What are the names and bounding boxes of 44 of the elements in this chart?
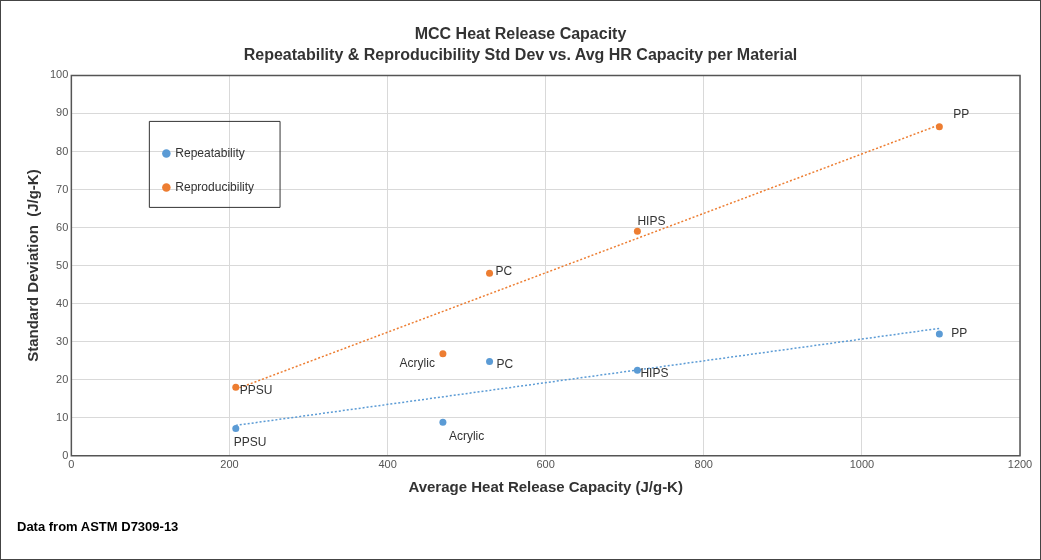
annotation: PC [496, 356, 514, 371]
point [232, 424, 240, 432]
x-tick-label: 400 [378, 458, 397, 471]
annotation: PP [951, 326, 968, 341]
y-tick-label: 10 [56, 410, 69, 423]
annotation: PC [495, 263, 513, 278]
y-tick-label: 70 [56, 182, 69, 195]
y-tick-label: 40 [56, 296, 69, 309]
y-axis-title: Standard Deviation (J/g-K) [24, 169, 42, 362]
x-tick-label: 600 [536, 458, 555, 471]
y-tick-label: 30 [56, 334, 69, 347]
y-tick-label: 90 [56, 106, 69, 119]
y-tick-label: 60 [56, 220, 69, 233]
x-tick-label: 800 [694, 458, 713, 471]
annotation: HIPS [640, 365, 669, 380]
x-axis-title: Average Heat Release Capacity (J/g-K) [408, 478, 683, 496]
x-tick-label: 200 [220, 458, 239, 471]
text: Data from ASTM D7309-13 [17, 519, 179, 534]
point [486, 269, 494, 277]
x-tick-label: 1000 [849, 458, 875, 471]
point [439, 418, 447, 426]
point [232, 383, 240, 391]
y-tick-label: 50 [56, 258, 69, 271]
annotation: PP [953, 107, 970, 122]
chart-subtitle: Repeatability & Reproducibility Std Dev vs. Avg HR Capacity per Material [243, 46, 798, 64]
annotation: PPSU [239, 382, 273, 397]
point [935, 123, 943, 131]
y-tick-label: 0 [62, 448, 69, 461]
legend-label: Repeatability [175, 145, 245, 160]
annotation: Acrylic [448, 428, 485, 443]
point [935, 330, 943, 338]
point [633, 227, 641, 235]
legend-label: Reproducibility [175, 179, 255, 194]
annotation: PPSU [233, 434, 267, 449]
x-tick-label: 1200 [1007, 458, 1033, 471]
annotation: Acrylic [399, 356, 435, 371]
point [439, 350, 447, 358]
point [486, 357, 494, 365]
y-tick-label: 100 [49, 68, 69, 81]
annotation: HIPS [637, 213, 666, 228]
y-tick-label: 20 [56, 372, 69, 385]
point [633, 366, 641, 374]
y-tick-label: 80 [56, 144, 69, 157]
chart-title: MCC Heat Release Capacity [414, 25, 627, 43]
